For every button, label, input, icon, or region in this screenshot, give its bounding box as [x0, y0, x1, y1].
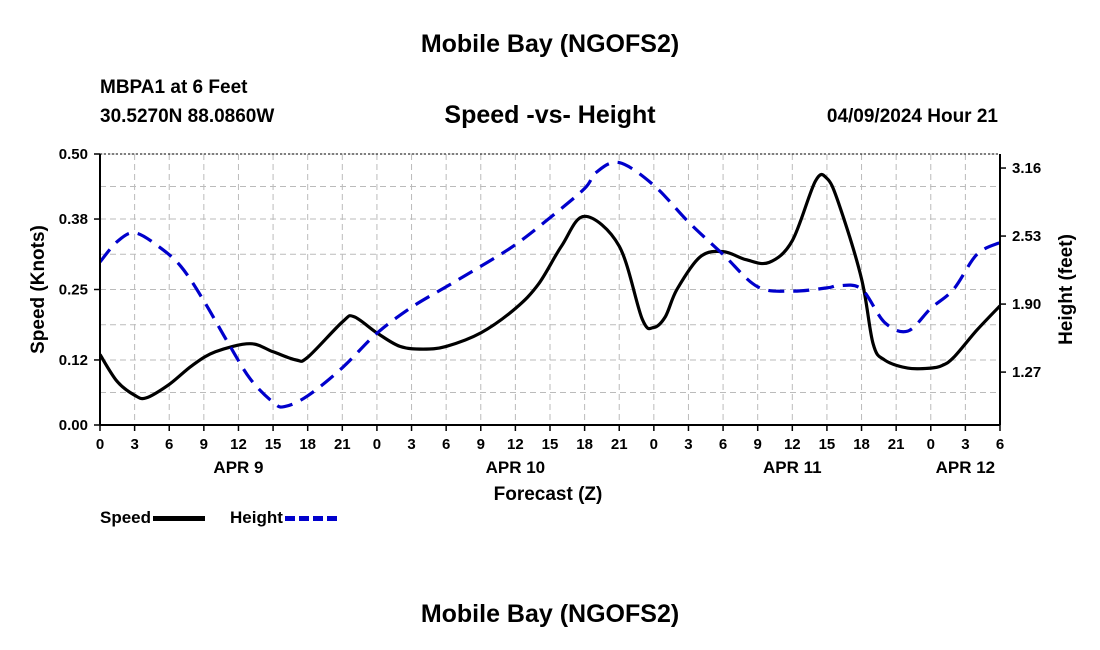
y2-tick-label: 1.27 — [1012, 364, 1041, 381]
x-tick-label: 3 — [130, 436, 138, 453]
x-tick-label: 3 — [961, 436, 969, 453]
y-tick-label: 0.00 — [59, 417, 88, 434]
x-tick-label: 6 — [719, 436, 727, 453]
x-tick-label: 3 — [684, 436, 692, 453]
y2-axis-title: Height (feet) — [1056, 234, 1077, 345]
legend-height-swatch — [284, 515, 337, 521]
series-layer — [100, 160, 1000, 409]
x-tick-label: 0 — [96, 436, 104, 453]
legend-height-label: Height — [230, 508, 283, 527]
y-tick-label: 0.12 — [59, 352, 88, 369]
x-tick-label: 21 — [888, 436, 905, 453]
x-tick-label: 6 — [165, 436, 173, 453]
x-tick-label: 12 — [784, 436, 801, 453]
x-tick-label: 15 — [265, 436, 282, 453]
y2-tick-label: 2.53 — [1012, 228, 1041, 245]
footer-title: Mobile Bay (NGOFS2) — [420, 600, 680, 628]
x-tick-label: 12 — [230, 436, 247, 453]
x-tick-label: 3 — [407, 436, 415, 453]
x-tick-label: 0 — [927, 436, 935, 453]
x-tick-label: 18 — [576, 436, 593, 453]
x-date-label: APR 12 — [936, 458, 996, 477]
x-tick-label: 15 — [542, 436, 559, 453]
series-line-speed — [100, 172, 1000, 401]
x-date-label: APR 9 — [213, 458, 263, 477]
y2-tick-label: 1.90 — [1012, 296, 1041, 313]
y-tick-label: 0.25 — [59, 282, 88, 299]
x-tick-label: 6 — [442, 436, 450, 453]
x-tick-label: 21 — [611, 436, 628, 453]
legend-height: Height — [230, 508, 337, 528]
x-tick-label: 12 — [507, 436, 524, 453]
x-tick-label: 21 — [334, 436, 351, 453]
x-tick-label: 0 — [373, 436, 381, 453]
chart-subtitle: Speed -vs- Height — [444, 101, 656, 129]
series-line-height — [100, 160, 1000, 409]
x-tick-label: 0 — [650, 436, 658, 453]
axis-labels: 0 3 6 9 12 15 18 21 0 3 6 9 12 15 18 21 0 3 6 9 12 15 18 21 0 3 6A… — [28, 146, 1077, 505]
main-title: Mobile Bay (NGOFS2) — [420, 30, 680, 58]
forecast-run-date: 04/09/2024 Hour 21 — [826, 106, 998, 127]
x-tick-label: 9 — [754, 436, 762, 453]
x-tick-label: 9 — [200, 436, 208, 453]
station-label: MBPA1 at 6 Feet — [100, 77, 248, 98]
legend-speed-label: Speed — [100, 508, 152, 527]
y-axis-title: Speed (Knots) — [28, 225, 49, 354]
x-tick-label: 9 — [477, 436, 485, 453]
y-tick-label: 0.50 — [59, 146, 88, 163]
legend-speed-swatch — [153, 515, 206, 521]
y-tick-label: 0.38 — [59, 211, 88, 228]
axes — [94, 153, 1006, 431]
x-tick-label: 6 — [996, 436, 1004, 453]
y2-tick-label: 3.16 — [1012, 160, 1041, 177]
legend-speed: Speed — [100, 508, 206, 528]
x-date-label: APR 11 — [763, 458, 822, 477]
x-tick-label: 18 — [299, 436, 316, 453]
x-date-label: APR 10 — [486, 458, 546, 477]
x-tick-label: 18 — [853, 436, 870, 453]
station-coordinates: 30.5270N 88.0860W — [100, 106, 275, 127]
x-axis-title: Forecast (Z) — [494, 484, 603, 505]
x-tick-label: 15 — [819, 436, 836, 453]
